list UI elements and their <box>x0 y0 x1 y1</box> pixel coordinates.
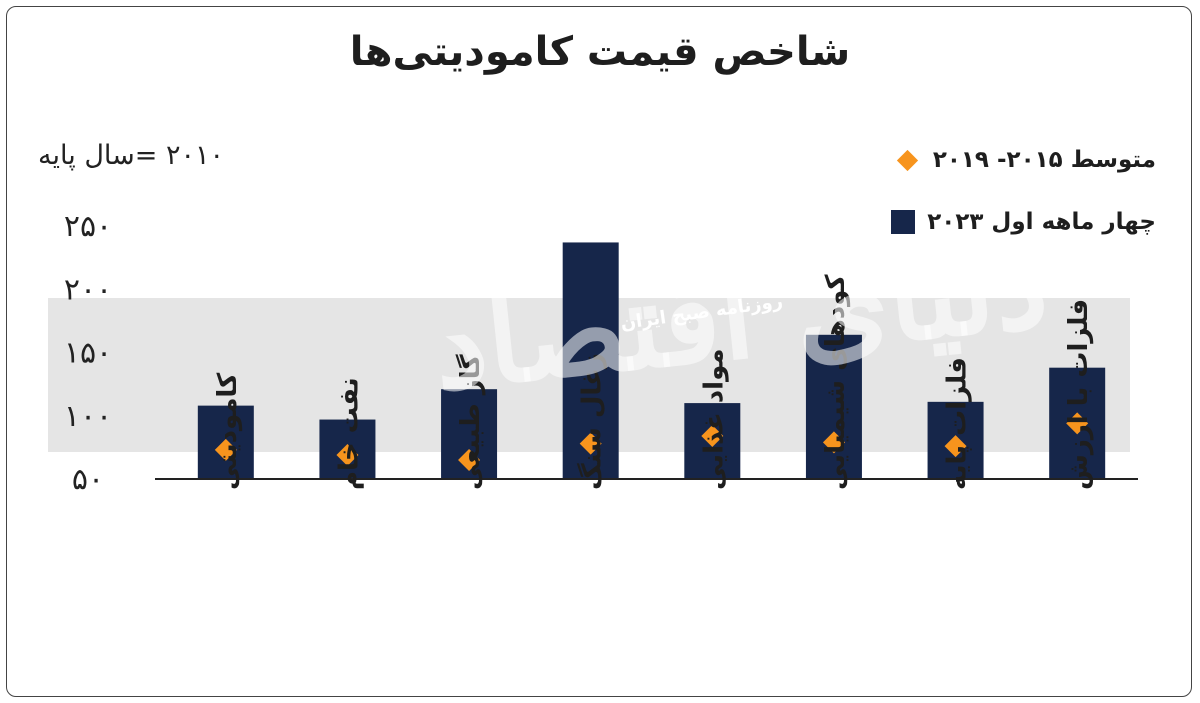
legend-item-current: چهار ماهه اول ۲۰۲۳ <box>891 202 1156 242</box>
avg-point <box>1066 412 1089 435</box>
x-category-label: نفت خام <box>334 377 364 490</box>
y-tick-label: ۲۰۰ <box>64 272 112 307</box>
base-year-label: ۲۰۱۰ =سال پایه <box>38 140 225 171</box>
y-tick-label: ۱۵۰ <box>64 336 112 371</box>
avg-point <box>336 443 359 466</box>
diamond-icon <box>896 149 918 171</box>
avg-point <box>944 435 967 458</box>
square-icon <box>891 210 916 234</box>
avg-point <box>701 424 724 447</box>
legend-current-label: چهار ماهه اول ۲۰۲۳ <box>927 209 1156 235</box>
avg-point <box>214 438 237 461</box>
x-category-label: فلزات با ارزش <box>1064 299 1094 490</box>
legend-avg-label: متوسط ۲۰۱۵- ۲۰۱۹ <box>932 147 1156 173</box>
legend: متوسط ۲۰۱۵- ۲۰۱۹ چهار ماهه اول ۲۰۲۳ <box>891 140 1156 264</box>
y-tick-label: ۵۰ <box>72 462 104 497</box>
avg-point <box>458 449 481 472</box>
x-category-label: فلزات پایه <box>943 357 973 490</box>
avg-point <box>822 431 845 454</box>
x-category-label: کودهای شیمیایی <box>821 274 851 490</box>
y-tick-label: ۱۰۰ <box>64 399 112 434</box>
bar <box>805 334 862 479</box>
x-category-label: زغال سنگ <box>577 353 608 490</box>
legend-item-avg: متوسط ۲۰۱۵- ۲۰۱۹ <box>891 140 1156 180</box>
avg-point <box>579 432 602 455</box>
x-category-label: گاز طبیعی <box>455 354 486 490</box>
chart-title: شاخص قیمت کامودیتی‌ها <box>349 29 851 75</box>
x-category-label: مواد غذایی <box>699 349 729 490</box>
y-tick-label: ۲۵۰ <box>64 209 112 244</box>
x-category-label: کامودیتی <box>213 372 243 490</box>
